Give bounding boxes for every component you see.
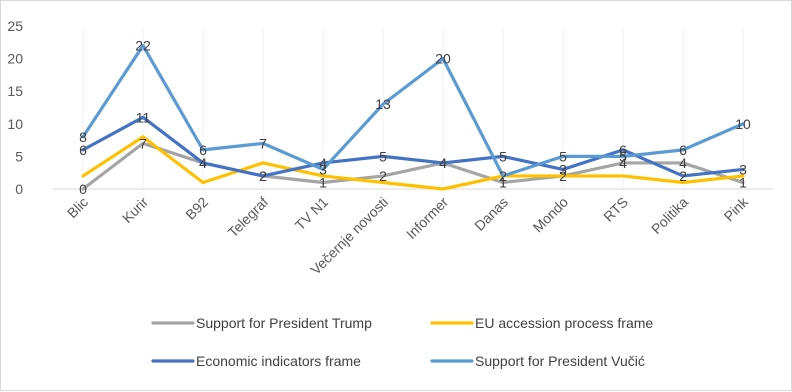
data-label: 10 (735, 116, 751, 132)
data-label: 0 (79, 181, 87, 197)
x-tick-label: Danas (471, 194, 511, 234)
y-tick-label: 25 (7, 18, 23, 34)
legend-label: EU accession process frame (475, 315, 653, 331)
data-label: 5 (559, 148, 567, 164)
data-label: 2 (259, 168, 267, 184)
data-label: 4 (199, 155, 207, 171)
legend-label: Support for President Trump (196, 315, 372, 331)
data-label: 2 (259, 168, 267, 184)
data-label: 1 (499, 174, 507, 190)
data-label: 4 (439, 155, 447, 171)
y-tick-label: 5 (15, 148, 23, 164)
x-tick-label: Telegraf (225, 194, 272, 241)
y-tick-label: 15 (7, 83, 23, 99)
data-label: 6 (79, 142, 87, 158)
data-label: 22 (135, 38, 151, 54)
series-line (81, 43, 745, 178)
x-tick-label: Kurir (119, 194, 151, 226)
data-label: 2 (379, 168, 387, 184)
data-label: 13 (375, 96, 391, 112)
data-label: 3 (319, 161, 327, 177)
x-tick-label: RTS (600, 194, 631, 225)
data-label: 2 (679, 168, 687, 184)
data-label: 1 (319, 174, 327, 190)
data-label: 11 (136, 109, 151, 125)
data-label: 6 (619, 142, 627, 158)
x-tick-label: Informer (403, 194, 451, 242)
data-label: 2 (559, 168, 567, 184)
data-label: 6 (679, 142, 687, 158)
data-label: 4 (439, 155, 447, 171)
series-layer (81, 43, 745, 191)
legend-label: Economic indicators frame (196, 353, 361, 369)
legend-label: Support for President Vučić (475, 353, 645, 369)
data-label: 7 (259, 135, 267, 151)
x-tick-label: Politika (648, 194, 691, 237)
data-label: 2 (499, 168, 507, 184)
data-label: 20 (435, 51, 451, 67)
data-label: 8 (79, 129, 87, 145)
data-label: 5 (379, 148, 387, 164)
data-label: 5 (499, 148, 507, 164)
y-tick-label: 10 (7, 116, 23, 132)
x-tick-label: Pink (721, 193, 752, 224)
legend: Support for President Trump EU accession … (151, 315, 653, 369)
data-label: 4 (319, 155, 327, 171)
series-line (81, 135, 745, 191)
x-tick-label: Mondo (530, 194, 572, 236)
data-label: 4 (619, 155, 627, 171)
y-tick-label: 20 (7, 51, 23, 67)
series-line (81, 141, 745, 191)
x-tick-label: B92 (182, 194, 211, 223)
data-label: 3 (739, 161, 747, 177)
data-label: 4 (679, 155, 687, 171)
x-tick-label: Blic (64, 194, 91, 221)
x-tick-label: TV N1 (292, 194, 332, 234)
data-label: 3 (559, 161, 567, 177)
data-label: 1 (739, 174, 747, 190)
data-label: 5 (619, 148, 627, 164)
y-tick-label: 0 (15, 181, 23, 197)
data-label: 4 (199, 155, 207, 171)
data-label: 6 (199, 142, 207, 158)
data-label: 7 (139, 135, 147, 151)
